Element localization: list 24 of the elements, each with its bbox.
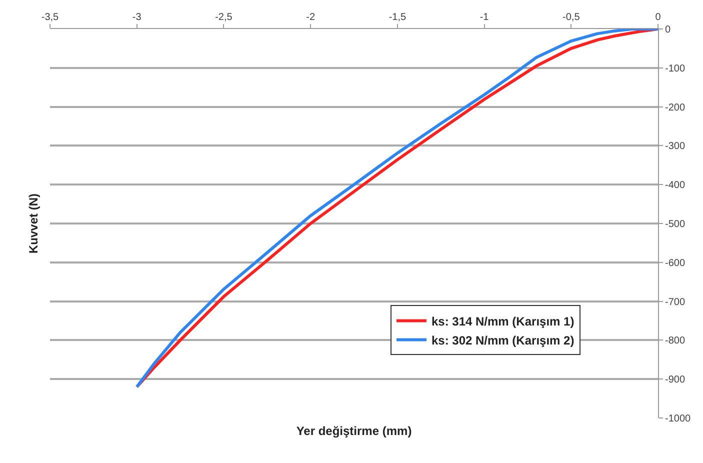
x-tick-label: -1,5 — [388, 12, 406, 23]
x-tick-label: -0,5 — [562, 12, 580, 23]
y-tick-label: -400 — [665, 180, 686, 192]
y-axis-title: Kuvvet (N) — [26, 193, 40, 254]
y-tick-label: -700 — [665, 296, 686, 308]
y-tick-label: -800 — [665, 336, 686, 347]
y-tick-label: -500 — [665, 219, 686, 230]
legend-label: ks: 302 N/mm (Karışım 2) — [431, 333, 574, 348]
y-tick-label: 0 — [665, 24, 671, 36]
x-tick-label: -3,5 — [41, 12, 60, 23]
y-tick-label: -600 — [665, 258, 686, 269]
x-tick-label: -2 — [306, 12, 316, 23]
line-series — [135, 29, 658, 388]
x-axis-title: Yer değiştirme (mm) — [296, 424, 412, 438]
x-tick-label: 0 — [655, 12, 662, 23]
y-tick-label: -200 — [665, 102, 686, 114]
x-tick-label: -2,5 — [215, 12, 233, 23]
y-tick-label: -100 — [665, 63, 686, 74]
y-tick-label: -300 — [665, 141, 686, 152]
y-tick-label: -900 — [665, 374, 686, 386]
legend-label: ks: 314 N/mm (Karışım 1) — [431, 314, 574, 328]
y-tick-label: -1000 — [665, 414, 692, 424]
x-tick-label: -3 — [132, 12, 142, 23]
x-tick-label: -1 — [480, 12, 490, 23]
